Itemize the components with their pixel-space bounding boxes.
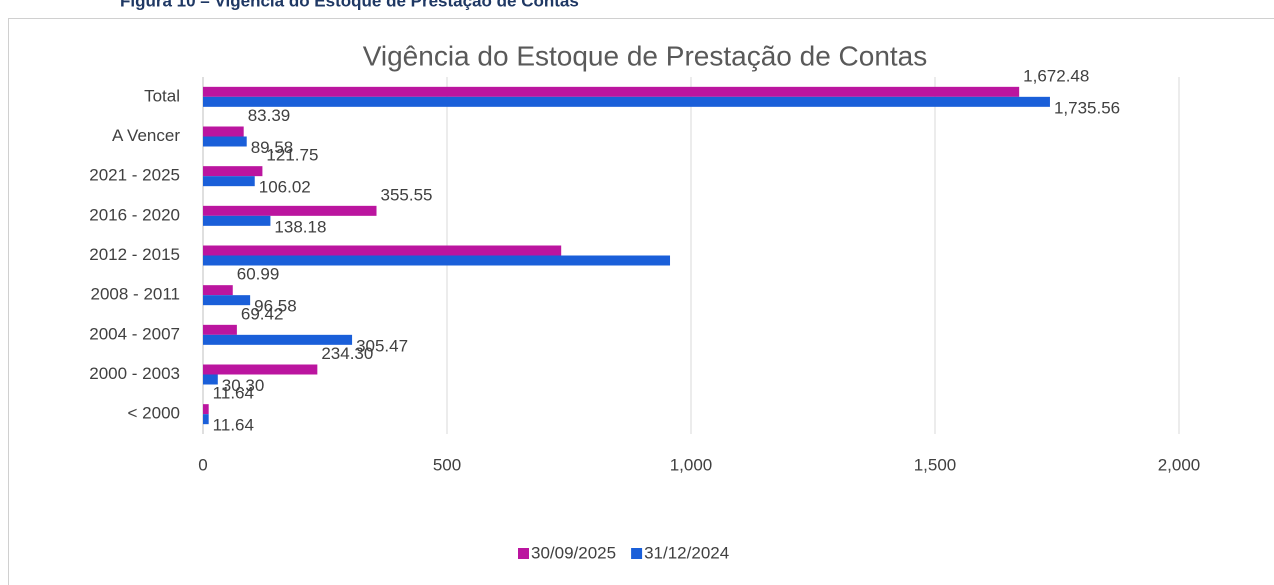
y-tick-label: 2004 - 2007 [89,324,180,343]
x-tick-label: 1,500 [914,455,957,474]
data-label: 89.58 [251,138,294,157]
chart-title: Vigência do Estoque de Prestação de Cont… [363,40,928,71]
data-label: 69.42 [241,304,284,323]
bar [203,136,247,147]
data-label: 1,672.48 [1023,66,1089,85]
data-label: 106.02 [259,178,311,197]
legend-swatch [518,548,529,559]
data-label: 355.55 [381,185,433,204]
data-label: 11.64 [213,416,254,435]
y-tick-label: 2012 - 2015 [89,245,180,264]
bar [203,334,353,345]
y-tick-label: < 2000 [128,404,180,423]
figure-caption: Figura 10 – Vigência do Estoque de Prest… [120,0,579,10]
data-label: 11.64 [213,384,254,403]
bar [203,404,209,415]
bar [203,245,562,256]
bar [203,324,237,335]
bar [203,166,263,177]
bar [203,126,244,137]
legend-swatch [631,548,643,559]
y-tick-label: 2021 - 2025 [89,166,180,185]
y-tick-label: A Vencer [112,126,180,145]
bar [203,295,251,306]
y-tick-label: Total [144,86,180,105]
bar [203,255,671,266]
legend-label: 30/09/2025 [531,543,616,562]
y-tick-label: 2016 - 2020 [89,205,180,224]
legend-label: 31/12/2024 [644,543,729,562]
data-label: 60.99 [237,265,280,284]
y-tick-label: 2000 - 2003 [89,364,180,383]
bar [203,86,1020,97]
bar [203,374,218,385]
data-label: 83.39 [248,106,291,125]
data-label: 234.30 [321,344,373,363]
data-label: 121.75 [266,146,318,165]
data-label: 1,735.56 [1054,98,1120,117]
x-tick-label: 1,000 [670,455,713,474]
x-tick-label: 500 [433,455,461,474]
bar [203,176,255,187]
bar [203,96,1050,107]
data-label: 305.47 [356,336,408,355]
bar [203,285,233,296]
data-label: 138.18 [274,217,326,236]
data-label: 96.58 [254,297,297,316]
bar [203,414,209,425]
x-tick-label: 0 [198,455,207,474]
bar [203,205,377,216]
data-label: 30.30 [222,376,265,395]
y-tick-label: 2008 - 2011 [91,285,180,304]
x-tick-label: 2,000 [1158,455,1201,474]
bar [203,215,271,226]
bar [203,364,318,375]
